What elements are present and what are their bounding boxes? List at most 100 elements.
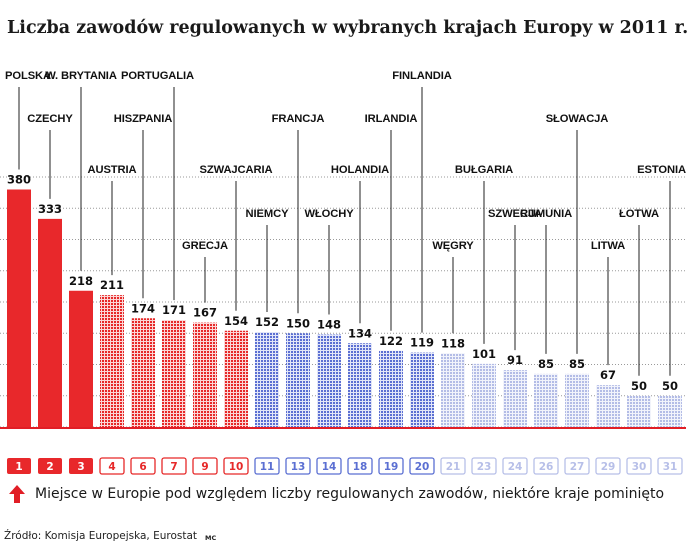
rank-badge [347,457,373,475]
country-label: BUŁGARIA [455,164,513,176]
value-label: 85 [569,357,585,371]
value-label: 91 [507,353,523,367]
rank-label: 19 [384,461,399,473]
rank-badge [161,457,187,475]
rank-badge [254,457,280,475]
rank-badge [533,457,559,475]
country-label: GRECJA [182,240,228,252]
rank-badge [471,457,497,475]
rank-badge [285,457,311,475]
bar [7,189,31,427]
value-label: 152 [255,315,279,329]
rank-label: 24 [508,461,523,473]
leader-lines [18,87,671,376]
bar [596,385,620,427]
rank-badge [502,457,528,475]
value-label: 50 [631,379,647,393]
rank-badge [223,457,249,475]
country-label: HISZPANIA [114,113,173,125]
chart-title: Liczba zawodów regulowanych w wybranych … [7,18,689,38]
rank-label: 2 [46,461,53,473]
bar [658,395,682,427]
rank-label: 29 [601,461,616,473]
value-label: 118 [441,336,465,350]
bar [565,373,589,427]
bar [472,363,496,427]
bar-chart: POLSKA CZECHY W. BRYTANIA AUSTRIA HISZPANIA P… [0,70,686,475]
legend-note: Miejsce w Europie pod względem liczby re… [35,486,665,502]
rank-label: 30 [632,461,647,473]
country-label: FINLANDIA [392,70,451,82]
rank-label: 6 [139,461,146,473]
country-label: ŁOTWA [619,208,659,220]
country-label: RUMUNIA [520,208,572,220]
value-label: 122 [379,334,403,348]
source-text: Źródło: Komisja Europejska, Eurostat [4,530,197,542]
value-label: 218 [69,274,93,288]
rank-badge [626,457,652,475]
country-label: NIEMCY [246,208,290,220]
value-label: 380 [7,173,31,187]
country-label: CZECHY [27,113,73,125]
rank-badge [595,457,621,475]
rank-label: 4 [108,461,115,473]
country-label: LITWA [591,240,625,252]
value-label: 167 [193,306,217,320]
rank-label: 18 [353,461,368,473]
country-label: SZWAJCARIA [200,164,273,176]
rank-label: 21 [446,461,461,473]
source-value: Komisja Europejska, Eurostat [44,530,198,542]
rank-badge [99,457,125,475]
rank-badge [192,457,218,475]
rank-label: 26 [539,461,554,473]
bar [255,332,279,427]
country-label: HOLANDIA [331,164,389,176]
arrow-up-icon [9,485,25,503]
rank-badge [657,457,683,475]
country-label: IRLANDIA [365,113,418,125]
value-label: 101 [472,347,496,361]
source-label: Źródło: [4,530,42,542]
country-label: WŁOCHY [304,208,354,220]
bar [131,318,155,427]
rank-label: 27 [570,461,585,473]
rank-label: 13 [291,461,306,473]
author-credit: MC [205,534,217,542]
bar [286,333,310,427]
bar [69,290,93,427]
bar [379,350,403,427]
rank-badge [409,457,435,475]
rank-label: 14 [322,461,337,473]
rank-label: 11 [260,461,275,473]
country-label: W. BRYTANIA [45,70,117,82]
country-labels: POLSKA CZECHY W. BRYTANIA AUSTRIA HISZPANIA P… [5,70,686,252]
country-label: FRANCJA [272,113,325,125]
rank-badge [316,457,342,475]
rank-badge [440,457,466,475]
value-label: 119 [410,336,434,350]
bar [534,373,558,427]
rank-label: 20 [415,461,430,473]
value-label: 171 [162,303,186,317]
rank-badges: 1 2 3 4 6 7 9 10 11 13 14 18 19 20 21 23 24 26 27 29 30 31 [7,457,683,475]
value-label: 154 [224,314,248,328]
value-label: 50 [662,379,678,393]
country-label: PORTUGALIA [121,70,194,82]
value-label: 211 [100,278,124,292]
bar [410,352,434,427]
value-labels: 380 333 218 211 174 171 167 154 152 150 148 134 122 1… [7,173,678,393]
rank-badge [130,457,156,475]
rank-label: 23 [477,461,492,473]
bar [348,343,372,427]
rank-label: 3 [77,461,84,473]
rank-label: 9 [201,461,208,473]
value-label: 148 [317,318,341,332]
value-label: 333 [38,202,62,216]
value-label: 134 [348,326,372,340]
country-label: WĘGRY [432,240,474,252]
bar [162,320,186,427]
rank-badge [564,457,590,475]
rank-badge [69,458,93,474]
bar [627,395,651,427]
